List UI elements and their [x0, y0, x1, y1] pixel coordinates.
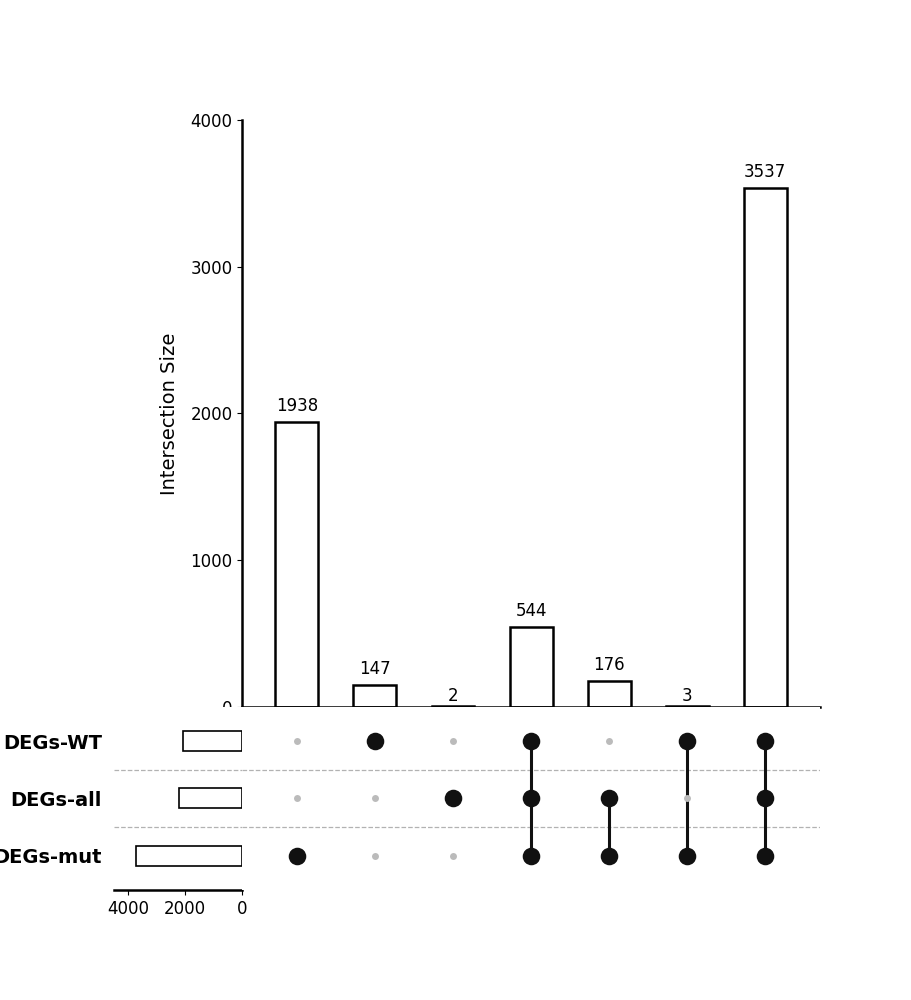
- Bar: [588, 681, 630, 707]
- Bar: [743, 188, 787, 707]
- Point: [680, 790, 694, 806]
- Point: [368, 733, 383, 749]
- Text: 176: 176: [593, 656, 625, 674]
- Point: [445, 733, 460, 749]
- Point: [524, 848, 538, 864]
- Point: [524, 733, 538, 749]
- Point: [290, 733, 304, 749]
- Bar: [137, 846, 242, 866]
- Point: [758, 733, 773, 749]
- Y-axis label: Intersection Size: Intersection Size: [160, 332, 179, 495]
- Point: [602, 848, 617, 864]
- Point: [290, 848, 304, 864]
- Text: 544: 544: [516, 602, 547, 620]
- Bar: [353, 685, 396, 707]
- Text: 147: 147: [359, 660, 391, 678]
- Point: [524, 790, 538, 806]
- Point: [680, 733, 694, 749]
- Point: [368, 790, 383, 806]
- Bar: [183, 731, 242, 751]
- Text: 1938: 1938: [276, 397, 318, 415]
- Point: [680, 848, 694, 864]
- Bar: [275, 422, 318, 707]
- Point: [445, 790, 460, 806]
- Bar: [179, 788, 242, 808]
- Text: 3537: 3537: [744, 163, 786, 181]
- Point: [758, 790, 773, 806]
- Point: [290, 790, 304, 806]
- Text: 3: 3: [681, 687, 692, 705]
- Bar: [509, 627, 553, 707]
- Point: [758, 848, 773, 864]
- Point: [368, 848, 383, 864]
- Text: 2: 2: [447, 687, 458, 705]
- Point: [445, 848, 460, 864]
- Point: [602, 733, 617, 749]
- Point: [602, 790, 617, 806]
